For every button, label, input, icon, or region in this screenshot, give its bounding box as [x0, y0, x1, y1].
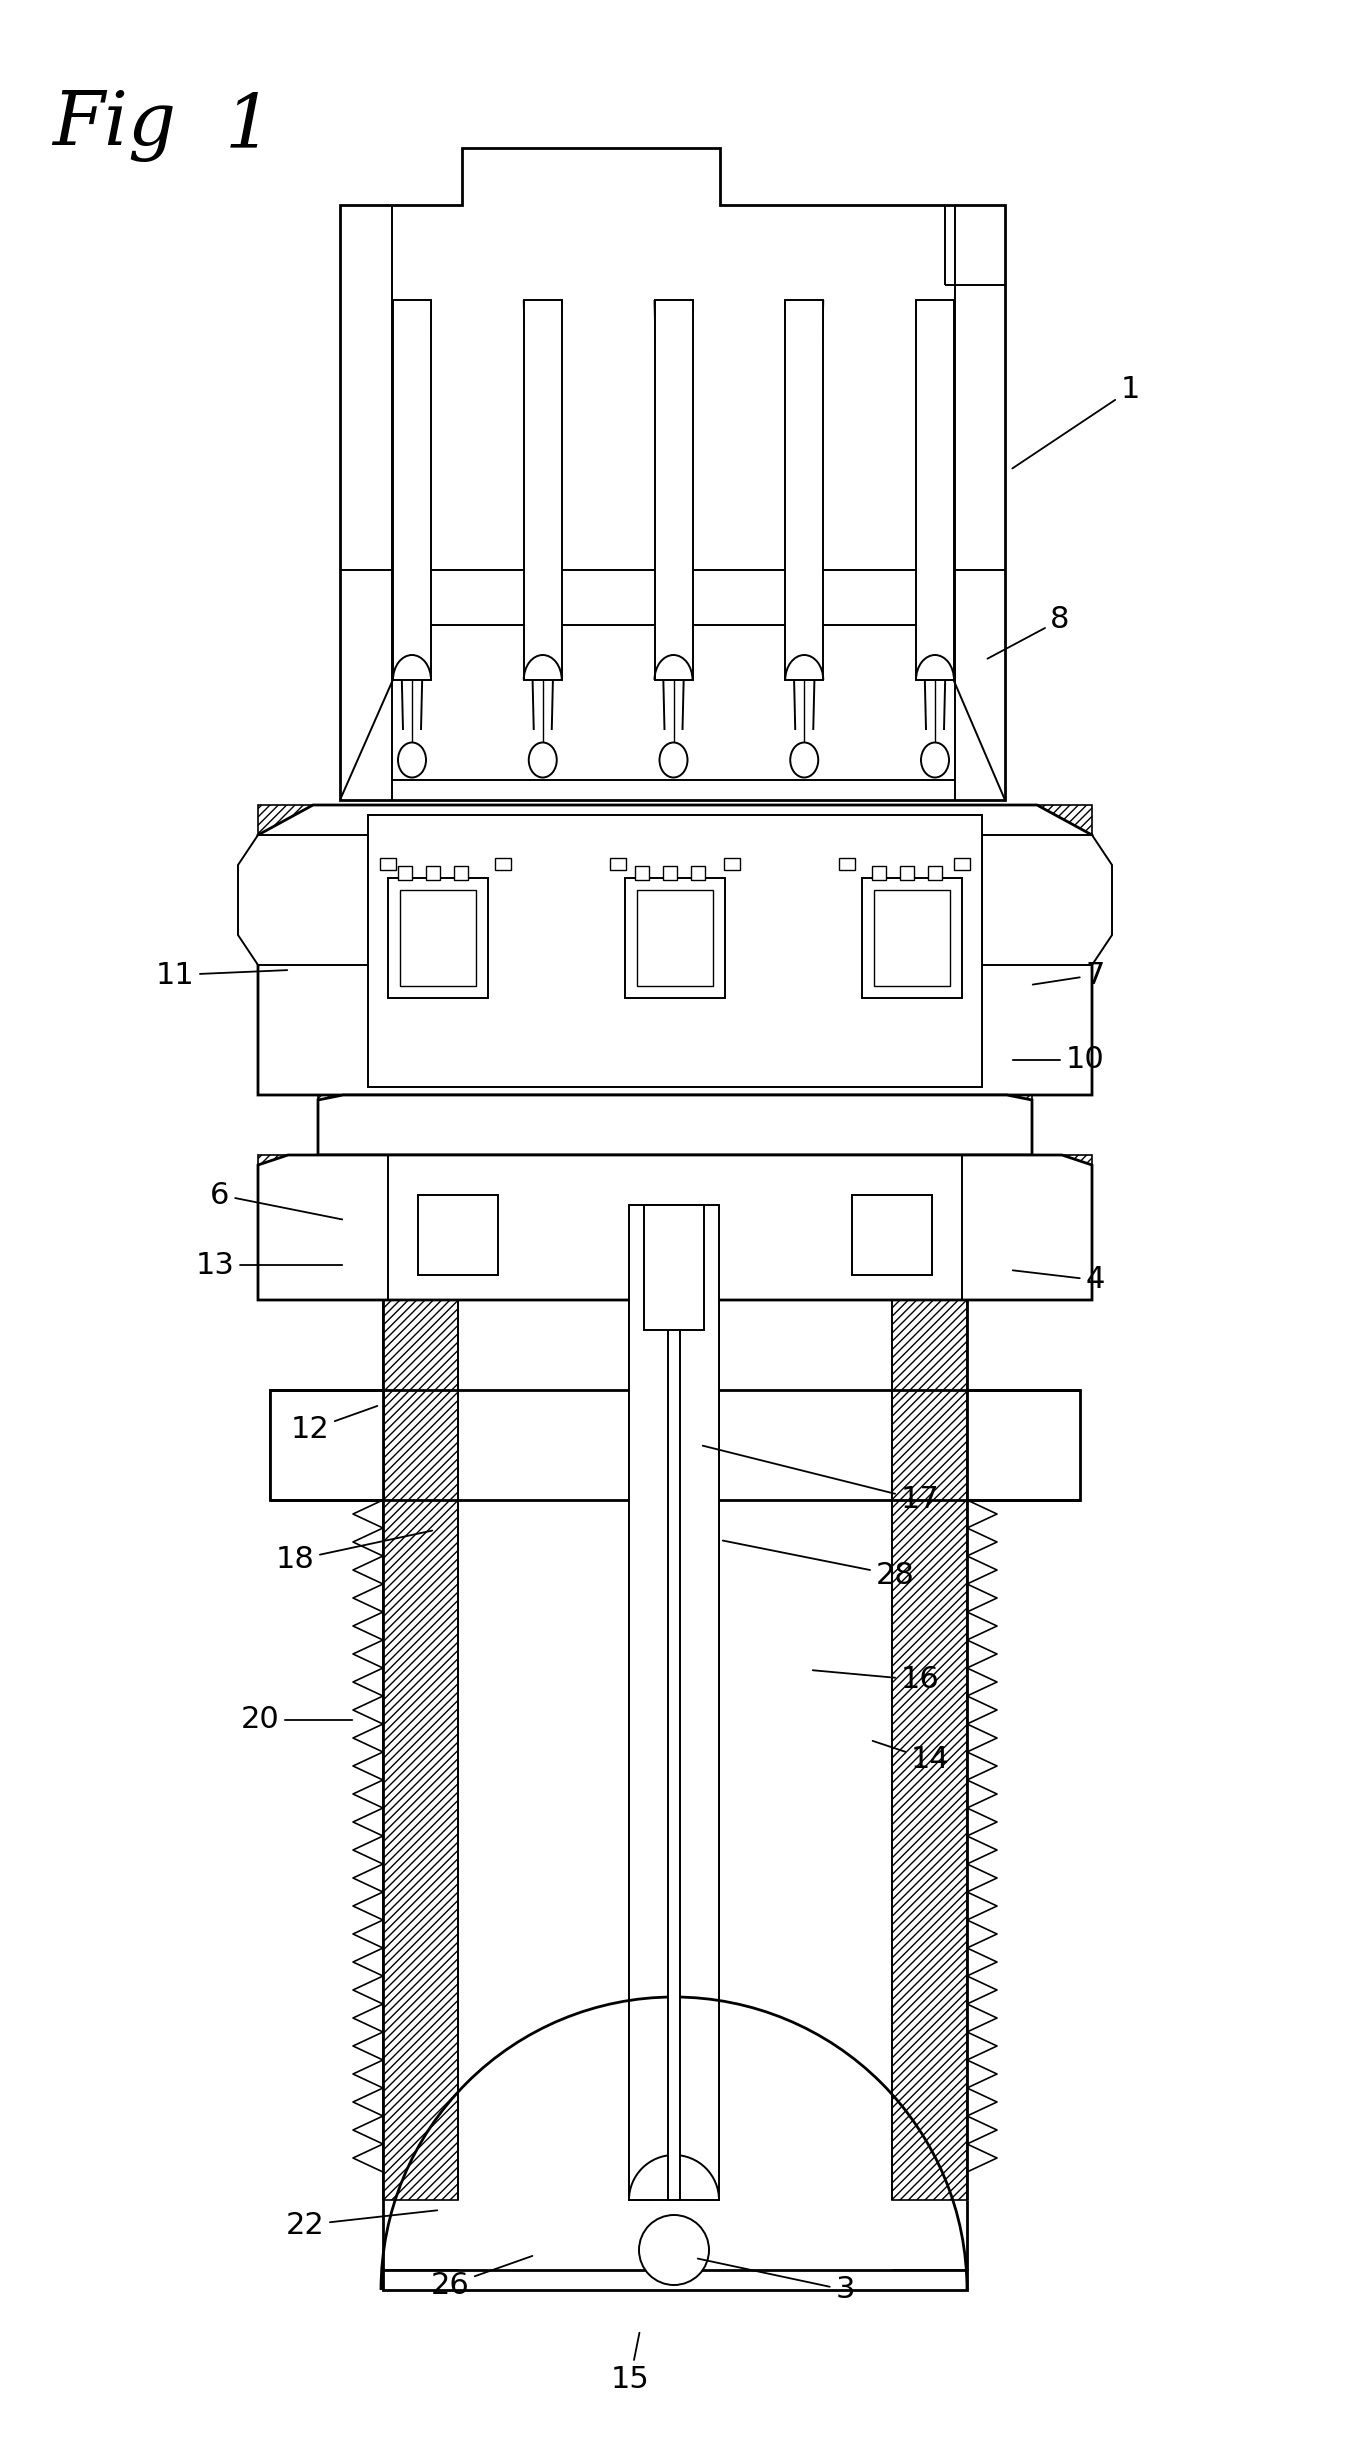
Bar: [861, 878, 962, 998]
Bar: [257, 804, 368, 1094]
Polygon shape: [981, 836, 1112, 964]
Polygon shape: [257, 804, 1092, 1094]
Text: 11: 11: [155, 961, 287, 989]
Bar: [967, 1389, 1080, 1500]
Bar: [630, 1205, 718, 2201]
Text: 28: 28: [723, 1539, 914, 1589]
Text: 1: 1: [1012, 376, 1139, 470]
Text: 4: 4: [1012, 1266, 1105, 1293]
Bar: [892, 2270, 967, 2289]
Bar: [962, 1156, 1092, 1301]
Bar: [388, 878, 488, 998]
Ellipse shape: [528, 743, 557, 777]
Ellipse shape: [921, 743, 949, 777]
Text: 22: 22: [286, 2211, 437, 2240]
Bar: [270, 1389, 383, 1500]
Text: 6: 6: [210, 1180, 342, 1220]
Bar: [900, 866, 914, 880]
Polygon shape: [257, 1156, 1092, 1301]
Bar: [383, 2270, 458, 2289]
Bar: [426, 866, 439, 880]
Bar: [917, 300, 954, 681]
Bar: [318, 1094, 398, 1156]
Text: 12: 12: [291, 1407, 377, 1443]
Ellipse shape: [398, 743, 426, 777]
Bar: [398, 866, 412, 880]
Polygon shape: [383, 2270, 967, 2289]
Text: Fig: Fig: [53, 91, 177, 162]
Ellipse shape: [659, 743, 687, 777]
Bar: [400, 890, 476, 986]
Bar: [954, 858, 971, 870]
Bar: [927, 866, 942, 880]
Text: 10: 10: [1012, 1045, 1104, 1075]
Bar: [383, 1301, 458, 2201]
Text: 1: 1: [225, 91, 272, 162]
Text: 15: 15: [611, 2334, 650, 2395]
Bar: [380, 858, 396, 870]
Bar: [638, 890, 713, 986]
Bar: [418, 1195, 497, 1276]
Bar: [852, 1195, 931, 1276]
Bar: [697, 1205, 718, 2201]
Bar: [368, 814, 981, 1087]
Bar: [874, 890, 950, 986]
Text: 17: 17: [702, 1446, 940, 1515]
Bar: [418, 1195, 497, 1276]
Ellipse shape: [790, 743, 818, 777]
Polygon shape: [318, 1094, 1033, 1156]
Bar: [257, 836, 368, 964]
Bar: [630, 1205, 651, 2201]
Text: 16: 16: [813, 1665, 940, 1694]
Bar: [257, 1156, 388, 1301]
Polygon shape: [239, 836, 368, 964]
Text: 8: 8: [988, 605, 1070, 659]
Bar: [724, 858, 740, 870]
Text: 13: 13: [195, 1252, 342, 1279]
Text: 7: 7: [1033, 961, 1105, 989]
Polygon shape: [270, 1389, 383, 1500]
Circle shape: [639, 2216, 709, 2284]
Bar: [655, 300, 693, 681]
Bar: [981, 836, 1092, 964]
Bar: [852, 1195, 931, 1276]
Text: 18: 18: [275, 1529, 433, 1574]
Bar: [892, 1301, 967, 2201]
Text: 14: 14: [872, 1741, 949, 1775]
Bar: [644, 1205, 704, 1330]
Text: 26: 26: [430, 2255, 532, 2299]
Bar: [692, 866, 705, 880]
Bar: [454, 866, 468, 880]
Bar: [524, 300, 562, 681]
Bar: [625, 878, 725, 998]
Bar: [663, 866, 677, 880]
Polygon shape: [340, 148, 1006, 799]
Bar: [495, 858, 511, 870]
Bar: [635, 866, 648, 880]
Polygon shape: [967, 1389, 1080, 1500]
Bar: [609, 858, 625, 870]
Bar: [786, 300, 824, 681]
Bar: [669, 1276, 679, 2201]
Bar: [872, 866, 886, 880]
Bar: [394, 300, 431, 681]
Bar: [952, 1094, 1033, 1156]
Text: 20: 20: [241, 1707, 352, 1734]
Bar: [981, 804, 1092, 1094]
Bar: [840, 858, 855, 870]
Text: 3: 3: [698, 2257, 855, 2304]
